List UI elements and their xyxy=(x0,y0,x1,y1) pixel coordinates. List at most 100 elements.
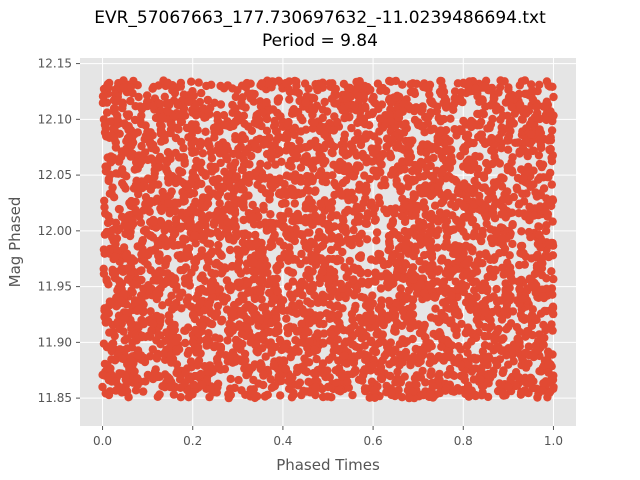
data-point xyxy=(348,390,357,400)
data-point xyxy=(476,375,485,384)
data-point xyxy=(244,231,253,240)
data-point xyxy=(117,265,126,274)
data-point xyxy=(127,343,137,352)
data-point xyxy=(459,202,469,211)
data-point xyxy=(230,195,239,204)
data-point xyxy=(388,166,398,175)
data-point xyxy=(290,236,299,246)
data-point xyxy=(262,114,272,124)
data-point xyxy=(395,109,404,118)
data-point xyxy=(390,323,400,332)
data-point xyxy=(347,123,356,133)
data-point xyxy=(257,295,266,304)
data-point xyxy=(327,286,337,295)
data-point xyxy=(442,146,451,156)
data-point xyxy=(212,354,222,363)
data-point xyxy=(467,185,476,194)
data-point xyxy=(517,387,526,397)
data-point xyxy=(339,216,348,226)
data-point xyxy=(362,219,372,228)
data-point xyxy=(506,165,515,174)
data-point xyxy=(184,293,193,302)
data-point xyxy=(499,389,508,398)
data-point xyxy=(246,317,256,326)
data-point xyxy=(350,101,359,110)
y-tick-label: 11.85 xyxy=(38,391,72,405)
data-point xyxy=(544,360,554,369)
data-point xyxy=(416,188,425,197)
data-point xyxy=(408,166,417,176)
data-point xyxy=(384,296,394,306)
data-point xyxy=(172,368,181,378)
data-point xyxy=(473,121,482,130)
data-point xyxy=(437,89,446,99)
data-point xyxy=(329,267,339,277)
data-point xyxy=(203,96,213,105)
data-point xyxy=(471,364,480,373)
data-point xyxy=(124,125,133,135)
data-point xyxy=(176,224,185,233)
data-point xyxy=(316,199,325,208)
data-point xyxy=(260,329,269,338)
data-point xyxy=(245,366,254,376)
data-point xyxy=(514,89,524,99)
data-point xyxy=(506,126,515,136)
data-point xyxy=(440,352,450,361)
data-point xyxy=(194,78,203,87)
data-point xyxy=(499,203,508,212)
data-point xyxy=(268,225,277,234)
data-point xyxy=(310,345,319,354)
data-point xyxy=(265,195,274,204)
data-point xyxy=(508,221,517,230)
data-point xyxy=(157,137,166,146)
data-point xyxy=(98,370,107,379)
data-point xyxy=(319,319,328,329)
data-point xyxy=(500,77,509,86)
data-point xyxy=(331,84,340,94)
data-point xyxy=(305,308,315,317)
data-point xyxy=(301,204,310,213)
data-point xyxy=(531,314,540,323)
data-point xyxy=(324,219,333,229)
data-point xyxy=(233,115,242,124)
data-point xyxy=(137,275,146,285)
data-point xyxy=(345,288,354,297)
data-point xyxy=(200,362,209,371)
data-point xyxy=(418,347,427,356)
data-point xyxy=(318,105,328,114)
data-point xyxy=(179,193,188,202)
data-point xyxy=(478,283,487,293)
data-point xyxy=(494,133,503,143)
data-point xyxy=(397,144,406,153)
data-point xyxy=(180,326,189,335)
data-point xyxy=(290,123,300,132)
data-point xyxy=(543,172,552,182)
data-point xyxy=(102,81,112,91)
data-point xyxy=(136,116,145,125)
data-point xyxy=(414,104,423,113)
data-point xyxy=(191,111,201,120)
data-point xyxy=(212,110,222,120)
data-point xyxy=(213,301,223,311)
data-point xyxy=(334,386,344,395)
data-point xyxy=(530,113,540,122)
data-point xyxy=(526,374,536,383)
data-point xyxy=(179,143,188,153)
data-point xyxy=(323,392,332,401)
data-point xyxy=(197,88,206,98)
data-point xyxy=(150,180,160,189)
data-point xyxy=(319,339,328,348)
data-point xyxy=(191,325,200,335)
data-point xyxy=(492,102,501,111)
data-point xyxy=(164,199,173,208)
data-point xyxy=(292,289,301,298)
data-point xyxy=(293,211,303,220)
data-point xyxy=(535,367,544,376)
data-point xyxy=(127,356,136,365)
data-point xyxy=(343,377,352,387)
data-point xyxy=(156,216,165,226)
data-point xyxy=(430,215,439,224)
data-point xyxy=(447,291,456,300)
data-point xyxy=(109,96,119,105)
data-point xyxy=(216,344,226,354)
